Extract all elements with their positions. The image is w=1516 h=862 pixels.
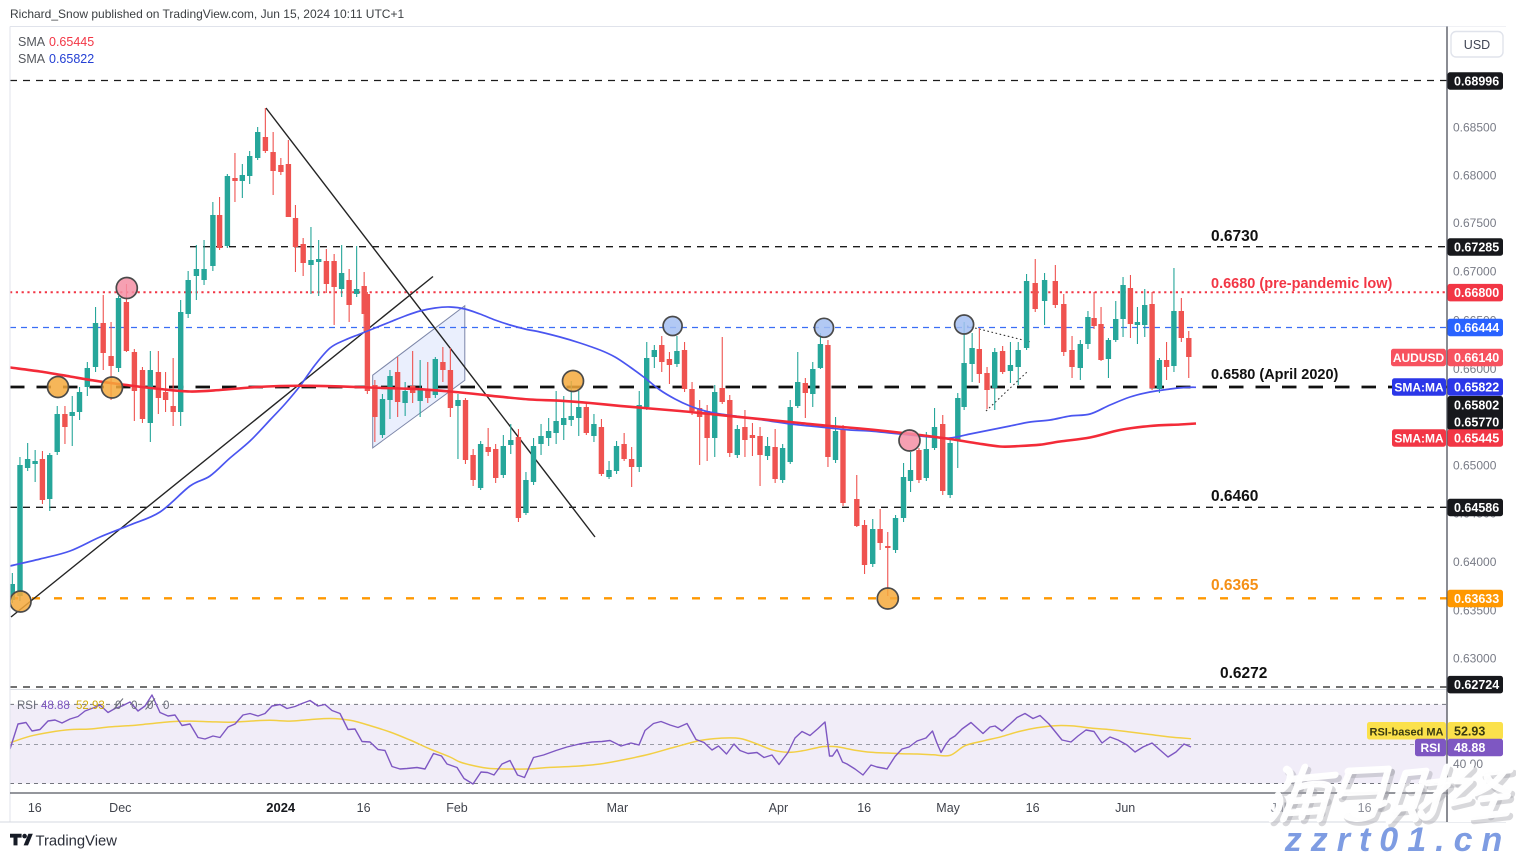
svg-text:16: 16 bbox=[28, 801, 42, 815]
svg-text:0.66444: 0.66444 bbox=[1454, 321, 1499, 335]
svg-text:0.68500: 0.68500 bbox=[1453, 121, 1497, 135]
svg-text:Apr: Apr bbox=[769, 801, 788, 815]
svg-text:0.6580 (April 2020): 0.6580 (April 2020) bbox=[1211, 367, 1339, 383]
svg-text:0.6365: 0.6365 bbox=[1211, 577, 1259, 594]
svg-text:TradingView: TradingView bbox=[36, 833, 118, 849]
svg-text:0.63000: 0.63000 bbox=[1453, 652, 1497, 666]
svg-text:40.00: 40.00 bbox=[1453, 757, 1483, 771]
svg-text:SMA:MA: SMA:MA bbox=[1394, 432, 1444, 446]
svg-text:52.93: 52.93 bbox=[1454, 724, 1485, 738]
svg-text:0.62724: 0.62724 bbox=[1454, 678, 1499, 692]
svg-text:Feb: Feb bbox=[446, 801, 468, 815]
svg-text:16: 16 bbox=[357, 801, 371, 815]
svg-text:Mar: Mar bbox=[607, 801, 629, 815]
svg-text:zzrt01.cn: zzrt01.cn bbox=[1284, 821, 1512, 857]
svg-text:Richard_Snow published on Trad: Richard_Snow published on TradingView.co… bbox=[10, 7, 404, 21]
svg-text:0.64586: 0.64586 bbox=[1454, 501, 1499, 515]
svg-text:May: May bbox=[936, 801, 960, 815]
svg-text:AUDUSD: AUDUSD bbox=[1393, 351, 1445, 365]
svg-text:0.67285: 0.67285 bbox=[1454, 241, 1499, 255]
svg-text:0.67500: 0.67500 bbox=[1453, 216, 1497, 230]
svg-text:SMA:MA: SMA:MA bbox=[1394, 381, 1444, 395]
svg-text:0: 0 bbox=[163, 700, 169, 712]
svg-text:16: 16 bbox=[1026, 801, 1040, 815]
svg-text:0: 0 bbox=[131, 700, 137, 712]
svg-text:0.6272: 0.6272 bbox=[1220, 665, 1267, 682]
svg-text:SMA: SMA bbox=[18, 35, 46, 49]
svg-text:0.63633: 0.63633 bbox=[1454, 592, 1499, 606]
svg-text:0.65770: 0.65770 bbox=[1454, 416, 1499, 430]
svg-text:0.6730: 0.6730 bbox=[1211, 228, 1258, 245]
svg-text:0.65445: 0.65445 bbox=[1454, 432, 1499, 446]
svg-text:0.68996: 0.68996 bbox=[1454, 75, 1499, 89]
svg-text:Jun: Jun bbox=[1115, 801, 1135, 815]
svg-text:48.88: 48.88 bbox=[41, 700, 70, 712]
svg-text:0.64000: 0.64000 bbox=[1453, 555, 1497, 569]
svg-text:16: 16 bbox=[857, 801, 871, 815]
svg-text:SMA: SMA bbox=[18, 52, 46, 66]
svg-text:Dec: Dec bbox=[109, 801, 131, 815]
svg-text:RSI: RSI bbox=[1420, 741, 1440, 755]
svg-text:0.65445: 0.65445 bbox=[49, 35, 94, 49]
svg-text:0.65802: 0.65802 bbox=[1454, 399, 1499, 413]
svg-text:USD: USD bbox=[1464, 38, 1490, 52]
svg-text:16: 16 bbox=[1358, 801, 1372, 815]
svg-text:0.68000: 0.68000 bbox=[1453, 169, 1497, 183]
svg-text:48.88: 48.88 bbox=[1454, 741, 1485, 755]
svg-text:0.67000: 0.67000 bbox=[1453, 265, 1497, 279]
svg-text:0.66140: 0.66140 bbox=[1454, 351, 1499, 365]
svg-text:2024: 2024 bbox=[266, 800, 296, 815]
svg-text:0.65000: 0.65000 bbox=[1453, 459, 1497, 473]
svg-text:0.6460: 0.6460 bbox=[1211, 488, 1258, 505]
svg-text:RSI-based MA: RSI-based MA bbox=[1370, 726, 1444, 738]
svg-text:52.93: 52.93 bbox=[76, 700, 105, 712]
svg-text:0.6680 (pre-pandemic low): 0.6680 (pre-pandemic low) bbox=[1211, 276, 1392, 292]
svg-text:0: 0 bbox=[115, 700, 121, 712]
svg-text:0.65822: 0.65822 bbox=[1454, 381, 1499, 395]
svg-text:RSI: RSI bbox=[17, 700, 36, 712]
svg-text:0.65822: 0.65822 bbox=[49, 52, 94, 66]
svg-text:0.66800: 0.66800 bbox=[1454, 286, 1499, 300]
svg-text:0: 0 bbox=[147, 700, 153, 712]
